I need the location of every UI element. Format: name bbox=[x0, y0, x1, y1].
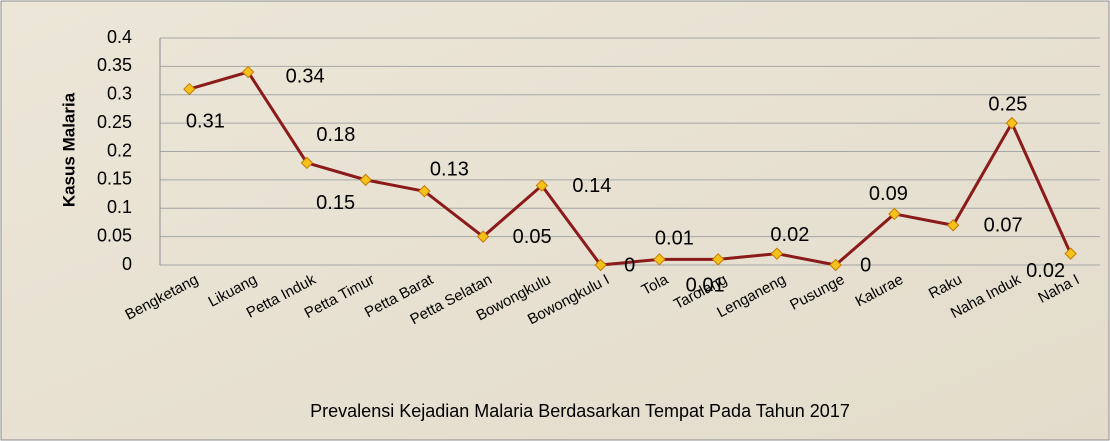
data-label: 0.02 bbox=[770, 224, 809, 246]
y-tick-label: 0.05 bbox=[97, 225, 132, 245]
marker bbox=[653, 253, 666, 266]
line bbox=[188, 70, 1072, 267]
data-label: 0.18 bbox=[316, 124, 355, 146]
data-label: 0.09 bbox=[869, 183, 908, 205]
marker bbox=[711, 253, 725, 266]
data-label: 0 bbox=[624, 254, 635, 276]
data-label: 0.05 bbox=[513, 226, 552, 248]
marker bbox=[829, 258, 842, 272]
y-tick-label: 0.1 bbox=[107, 197, 132, 217]
data-label: 0.31 bbox=[186, 110, 225, 132]
marker bbox=[300, 156, 314, 170]
y-axis-title: Kasus Malaria bbox=[59, 92, 78, 207]
marker bbox=[946, 219, 960, 232]
y-tick-label: 0.2 bbox=[107, 140, 132, 160]
data-label: 0.15 bbox=[316, 192, 355, 214]
y-tick-label: 0.3 bbox=[107, 84, 132, 104]
data-label: 0.07 bbox=[984, 215, 1023, 237]
marker bbox=[241, 65, 255, 79]
chart-title: Prevalensi Kejadian Malaria Berdasarkan … bbox=[310, 401, 850, 421]
data-label: 0.02 bbox=[1026, 260, 1065, 282]
data-label: 0.01 bbox=[686, 275, 725, 297]
y-tick-label: 0.15 bbox=[97, 169, 132, 189]
marker bbox=[594, 258, 607, 272]
y-tick-label: 0.25 bbox=[97, 112, 132, 132]
data-label: 0.34 bbox=[286, 65, 325, 87]
marker bbox=[535, 179, 549, 192]
marker bbox=[418, 185, 431, 198]
data-label: 0.01 bbox=[655, 228, 694, 250]
marker bbox=[1005, 116, 1019, 130]
y-tick-label: 0.35 bbox=[97, 55, 132, 75]
marker bbox=[770, 247, 784, 260]
marker bbox=[183, 82, 196, 96]
marker bbox=[888, 207, 901, 221]
marker bbox=[1064, 247, 1077, 260]
data-label: 0.13 bbox=[430, 159, 469, 181]
y-tick-label: 0 bbox=[122, 254, 132, 274]
y-tick-label: 0.4 bbox=[107, 27, 132, 47]
data-label: 0.25 bbox=[988, 93, 1027, 115]
data-label: 0.14 bbox=[572, 175, 611, 197]
marker bbox=[359, 173, 372, 187]
marker bbox=[476, 230, 490, 243]
data-label: 0 bbox=[860, 254, 871, 276]
